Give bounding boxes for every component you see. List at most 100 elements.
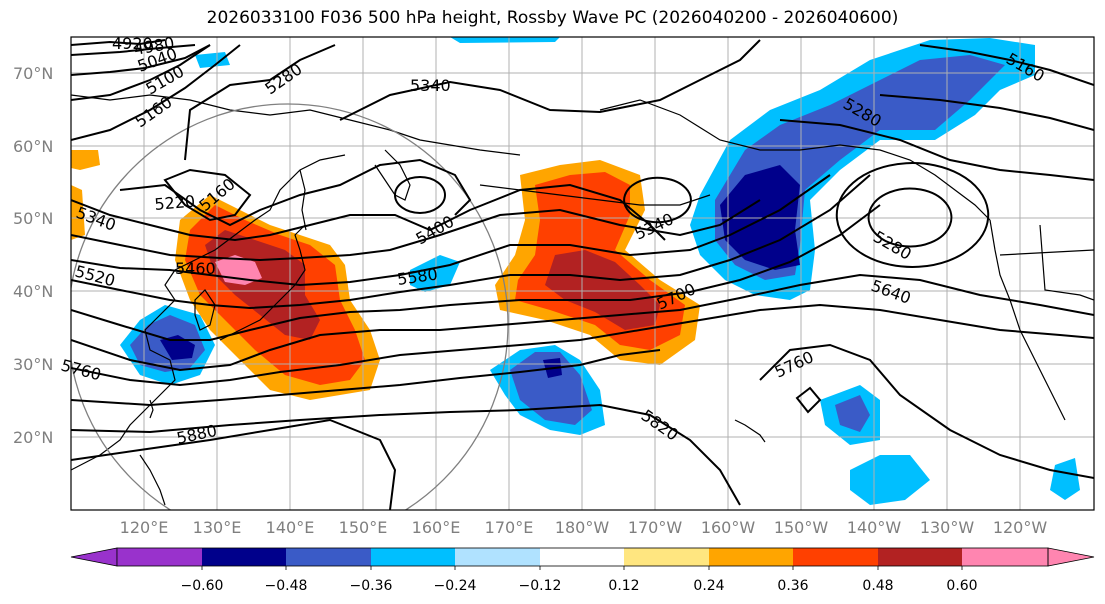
coast-taiwan [149, 399, 154, 419]
contour-5160-b [163, 168, 252, 222]
contour-low-center-outer [835, 162, 990, 268]
lat-tick: 20°N [13, 428, 53, 447]
longitude-ticks: 120°E 130°E 140°E 150°E 160°E 170°E 180°… [120, 518, 1048, 537]
map-frame [70, 36, 1095, 511]
colorbar-segment [286, 548, 371, 566]
contour-label: 5220 [154, 192, 196, 214]
lon-tick: 160°E [412, 518, 461, 537]
negative-anomaly-kuril [410, 255, 460, 292]
latitude-ticks: 70°N 60°N 50°N 40°N 30°N 20°N [13, 64, 53, 447]
coast-philippines [139, 454, 166, 506]
coast-na-west [989, 219, 1066, 421]
graticule [71, 37, 1094, 510]
contour-kamchatka-ring [393, 176, 447, 214]
negative-anomaly-southeast-mid [835, 395, 870, 432]
contour-5820 [71, 403, 741, 506]
negative-anomaly-far-southeast-2 [1050, 458, 1080, 500]
contour-5400 [71, 199, 761, 262]
contour-label: 5340 [410, 76, 451, 95]
negative-anomaly-east-china-core [160, 335, 195, 360]
colorbar-segment [624, 548, 709, 566]
colorbar-tick-label: 0.48 [862, 578, 893, 594]
contour-5700 [71, 303, 1094, 387]
coast-alaska [599, 99, 991, 221]
contour-top-right [919, 44, 1094, 86]
lon-tick: 150°E [339, 518, 388, 537]
contour-aleut-ring [623, 176, 692, 224]
contour-4980 [71, 44, 196, 56]
lon-tick: 120°E [120, 518, 169, 537]
contour-5760 [71, 349, 661, 407]
map-title: 2026033100 F036 500 hPa height, Rossby W… [206, 8, 899, 28]
contour-5760-east [759, 343, 1094, 479]
lat-tick: 60°N [13, 137, 53, 156]
border-na-2 [1039, 224, 1094, 301]
colorbar-tick-label: −0.48 [265, 578, 308, 594]
colorbar-segment [371, 548, 455, 566]
colorbar-tick-label: 0.60 [946, 578, 977, 594]
contour-5580 [71, 204, 881, 341]
colorbar-extend-max [1047, 547, 1095, 567]
border-us-canada [999, 249, 1094, 256]
colorbar-segment [455, 548, 540, 566]
colorbar-segment [878, 548, 962, 566]
contour-high-small [795, 386, 822, 414]
contour-5880 [71, 418, 397, 510]
colorbar-tick-label: 0.12 [608, 578, 639, 594]
negative-anomaly-top-2 [195, 52, 230, 68]
lat-tick: 30°N [13, 355, 53, 374]
contour-top-right-3 [779, 119, 1094, 181]
colorbar-tick-label: −0.12 [519, 578, 562, 594]
colorbar-tick-label: 0.24 [693, 578, 724, 594]
lat-tick: 40°N [13, 282, 53, 301]
negative-anomaly-far-southeast [850, 455, 930, 505]
contour-5160-north [71, 44, 241, 141]
map-content [71, 37, 1094, 510]
contour-5340-west [71, 183, 666, 242]
colorbar-extend-min [70, 547, 118, 567]
colorbar-tick-label: −0.24 [434, 578, 477, 594]
contour-5280-north [184, 44, 336, 161]
contour-low-center [867, 187, 953, 248]
colorbar-segment [117, 548, 202, 566]
lon-tick: 170°W [628, 518, 683, 537]
colorbar-segment [709, 548, 793, 566]
lon-tick: 140°E [266, 518, 315, 537]
colorbar-tick-label: −0.36 [350, 578, 393, 594]
contour-4920 [71, 39, 166, 46]
lat-tick: 50°N [13, 209, 53, 228]
lon-tick: 140°W [847, 518, 902, 537]
lat-tick: 70°N [13, 64, 53, 83]
lon-tick: 180°W [555, 518, 610, 537]
contour-label: 5460 [175, 259, 216, 278]
lon-tick: 120°W [993, 518, 1048, 537]
coast-kamchatka [374, 149, 411, 201]
positive-anomaly-west-edge [71, 150, 100, 170]
height-contours [71, 39, 1094, 510]
colorbar: −0.60 −0.48 −0.36 −0.24 −0.12 0.12 0.24 … [70, 547, 1095, 594]
colorbar-ticks [201, 566, 963, 570]
colorbar-segment [962, 548, 1048, 566]
contour-5040 [71, 44, 211, 76]
positive-anomaly-west-edge-2 [71, 185, 85, 240]
lon-tick: 160°W [701, 518, 756, 537]
coast-korea [194, 289, 216, 331]
lon-tick: 170°E [485, 518, 534, 537]
colorbar-outline [116, 547, 1049, 567]
coast-sakhalin [299, 169, 307, 231]
contour-5520 [71, 174, 871, 310]
lon-tick: 130°E [193, 518, 242, 537]
coast-hawaii [734, 419, 766, 443]
contour-5340-north [339, 39, 761, 121]
contour-5220 [119, 158, 472, 227]
colorbar-segment [793, 548, 878, 566]
colorbar-tick-label: −0.60 [181, 578, 224, 594]
contour-top-right-2 [879, 94, 1094, 131]
lon-tick: 150°W [774, 518, 829, 537]
colorbar-tick-label: 0.36 [777, 578, 808, 594]
colorbar-segment [540, 548, 624, 566]
contour-5100 [71, 44, 211, 101]
contour-label: 4920 [112, 34, 153, 53]
contour-5640 [71, 273, 1094, 372]
